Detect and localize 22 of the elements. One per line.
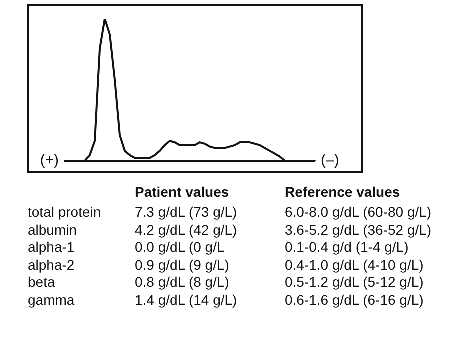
text: alpha-2: [28, 256, 75, 273]
text: 0.8 g/dL (8 g/L): [135, 274, 230, 290]
text: 1.4 g/dL (14 g/L): [135, 292, 238, 308]
text: 0.9 g/dL (9 g/L): [135, 256, 230, 273]
text: 6.0-8.0 g/dL (60-80 g/L): [285, 204, 432, 220]
text: (+): [40, 152, 60, 170]
text: Reference values: [285, 184, 400, 200]
text: gamma: [28, 292, 75, 308]
text: 4.2 g/dL (42 g/L): [135, 222, 238, 238]
text: (–): [321, 152, 340, 170]
text: 0.6-1.6 g/dL (6-16 g/L): [285, 292, 424, 308]
text: total protein: [28, 204, 102, 220]
text: Patient values: [135, 184, 230, 200]
text: 0.1-0.4 g/d (1-4 g/L): [285, 239, 409, 256]
text: 7.3 g/dL (73 g/L): [135, 204, 238, 220]
text: 3.6-5.2 g/dL (36-52 g/L): [285, 222, 432, 238]
text: albumin: [28, 222, 78, 238]
text: 0.0 g/dL (0 g/L: [135, 239, 225, 256]
text: beta: [28, 274, 56, 290]
text: 0.4-1.0 g/dL (4-10 g/L): [285, 256, 424, 273]
text: alpha-1: [28, 239, 75, 256]
text: 0.5-1.2 g/dL (5-12 g/L): [285, 274, 424, 290]
